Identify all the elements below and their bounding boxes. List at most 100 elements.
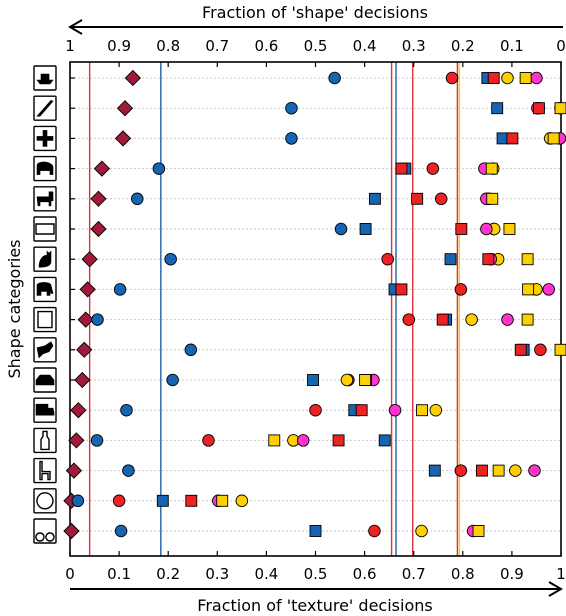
icon-glyph [36,341,54,359]
square-marker [472,525,485,537]
diamond-marker [116,100,134,117]
square-marker [503,223,516,235]
square-marker [514,343,527,356]
circle-marker [426,162,440,175]
top-arrow [68,19,563,35]
circle-marker [152,162,166,175]
circle-marker [166,373,179,387]
icon-frame [33,518,57,544]
square-marker [475,464,488,477]
circle-marker [415,524,428,538]
diamond-marker [90,190,107,207]
circle-marker [202,434,215,447]
square-marker [521,253,534,266]
top-tick-label: 0.6 [254,37,278,55]
diamond-marker [76,341,93,358]
square-marker [378,434,391,447]
diamond-marker [70,402,87,419]
square-marker [519,72,532,84]
circle-marker [112,494,126,508]
boat-icon [33,65,57,91]
circle-marker [120,403,133,417]
square-marker [156,494,169,507]
square-marker [411,192,424,205]
square-marker [395,283,408,296]
airplane-icon [33,125,57,152]
circle-marker [388,403,402,417]
circle-marker [480,222,493,236]
circle-marker [381,252,394,266]
circle-marker [164,252,177,266]
diamond-marker [79,281,96,298]
square-marker [359,223,372,235]
icon-glyph [35,532,55,542]
square-marker [506,132,519,145]
top-tick-label: 0.8 [156,37,180,55]
top-tick-label: 0.2 [451,37,475,55]
bottom-tick-label: 0.5 [304,565,328,583]
icon-glyph [35,223,55,235]
circle-marker [90,434,104,447]
circle-marker [445,71,459,85]
square-marker [496,132,509,145]
diamond-marker [90,220,107,238]
plot-frame [69,61,562,557]
keyboard-icon [33,216,57,242]
diamond-marker [74,371,91,389]
icon-glyph [40,430,50,451]
truck-icon [33,397,57,423]
icon-glyph [36,130,54,147]
circle-marker [71,494,85,508]
oven-icon [33,306,57,333]
icon-glyph [36,191,54,207]
bottom-tick-label: 0.2 [156,565,180,583]
circle-marker [340,373,354,387]
chair-icon [33,457,57,484]
circle-marker [530,71,543,85]
diamond-marker [77,311,94,328]
circle-marker [122,464,135,477]
bottom-tick-label: 1 [556,565,566,583]
square-marker [492,464,505,477]
circle-marker [429,403,443,417]
top-tick-label: 0.7 [205,37,229,55]
bottom-tick-label: 0.3 [205,565,229,583]
square-marker [185,494,198,507]
knife-icon [33,95,57,121]
bottom-arrow [70,581,563,597]
square-marker [309,525,322,537]
square-marker [395,162,408,175]
bottom-tick-label: 0.4 [254,565,278,583]
bird-icon [33,337,57,363]
square-marker [482,253,495,266]
square-marker [486,192,499,205]
square-marker [554,343,566,356]
square-marker [487,72,500,84]
bottom-tick-label: 0.6 [353,565,377,583]
diamond-marker [65,462,83,479]
bottom-tick-label: 0 [65,565,75,583]
icon-glyph [37,310,53,329]
icon-glyph [36,282,54,296]
icon-frame [33,216,57,242]
top-tick-label: 0.9 [107,37,131,55]
diamond-marker [81,251,98,268]
icon-glyph [36,99,54,117]
icon-glyph [36,492,54,510]
diamond-marker [68,432,85,449]
circle-marker [285,101,298,115]
circle-marker [235,494,249,508]
circle-marker [434,192,448,206]
square-marker [355,404,368,417]
dog-icon [33,186,57,212]
diamond-marker [124,69,141,87]
top-tick-label: 1 [65,37,75,55]
circle-marker [334,222,348,236]
icon-glyph [39,460,51,481]
bottom-tick-label: 0.7 [402,565,426,583]
circle-marker [454,283,468,296]
circle-marker [454,464,468,477]
circle-marker [528,464,541,477]
diamond-marker [63,522,80,540]
circle-marker [501,313,514,326]
